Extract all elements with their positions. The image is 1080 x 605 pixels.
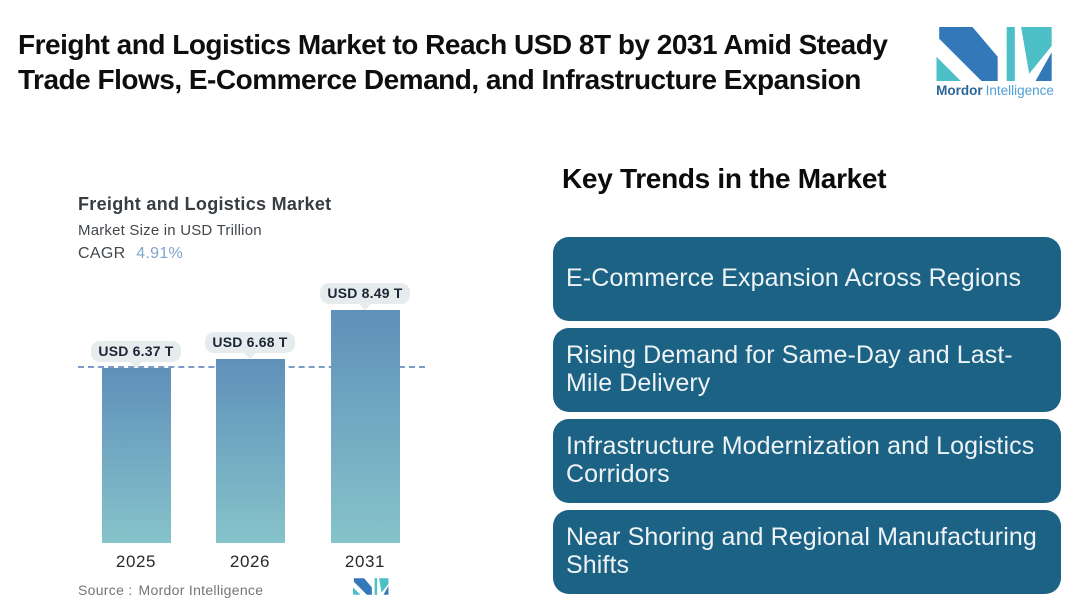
value-label-pointer-icon	[358, 303, 372, 310]
value-label-2026: USD 6.68 T	[205, 332, 295, 353]
bar-column-2025: USD 6.37 T 2025	[76, 278, 196, 578]
cagr-value: 4.91%	[136, 245, 184, 262]
trend-box-ecommerce: E-Commerce Expansion Across Regions	[553, 237, 1061, 321]
chart-subtitle: Market Size in USD Trillion	[78, 222, 262, 239]
trend-box-near-shoring: Near Shoring and Regional Manufacturing …	[553, 510, 1061, 594]
bar-2026	[215, 359, 285, 543]
bar-column-2026: USD 6.68 T 2026	[190, 278, 310, 578]
bar-column-2031: USD 8.49 T 2031	[305, 278, 425, 578]
brand-logo-text: Mordor Intelligence	[920, 83, 1070, 98]
source-line: Source : Mordor Intelligence	[78, 582, 263, 598]
value-label-pointer-icon	[243, 352, 257, 359]
trend-box-infrastructure: Infrastructure Modernization and Logisti…	[553, 419, 1061, 503]
trend-box-same-day-delivery: Rising Demand for Same-Day and Last-Mile…	[553, 328, 1061, 412]
trend-box-label: Rising Demand for Same-Day and Last-Mile…	[566, 340, 1013, 397]
cagr-row: CAGR 4.91%	[78, 245, 331, 263]
x-tick-2025: 2025	[115, 552, 157, 571]
trends-list: E-Commerce Expansion Across Regions Risi…	[553, 237, 1061, 601]
mordor-intelligence-mini-logo-icon	[353, 578, 389, 595]
x-tick-2031: 2031	[344, 552, 386, 571]
value-label-pointer-icon	[129, 361, 143, 368]
bar-2025	[101, 368, 171, 543]
page-title: Freight and Logistics Market to Reach US…	[18, 27, 888, 97]
value-label-2031: USD 8.49 T	[320, 283, 410, 304]
page-title-line-2: Trade Flows, E-Commerce Demand, and Infr…	[18, 64, 861, 95]
brand-name-bold: Mordor	[936, 83, 983, 98]
source-label: Source :	[78, 582, 133, 598]
trend-box-label: Infrastructure Modernization and Logisti…	[566, 431, 1035, 488]
value-label-2025: USD 6.37 T	[91, 341, 181, 362]
brand-logo: Mordor Intelligence	[920, 27, 1070, 98]
trends-heading: Key Trends in the Market	[562, 163, 887, 194]
bar-2031	[330, 310, 400, 543]
chart-header: Freight and Logistics Market Market Size…	[78, 194, 331, 263]
x-tick-2026: 2026	[229, 552, 271, 571]
mordor-intelligence-logo-icon	[936, 27, 1054, 81]
brand-name-light: Intelligence	[985, 83, 1054, 98]
chart-title: Freight and Logistics Market	[78, 194, 332, 214]
page-title-line-1: Freight and Logistics Market to Reach US…	[18, 29, 888, 60]
source-value: Mordor Intelligence	[138, 582, 264, 598]
cagr-label: CAGR	[78, 245, 126, 262]
trend-box-label: E-Commerce Expansion Across Regions	[566, 263, 1022, 292]
trend-box-label: Near Shoring and Regional Manufacturing …	[566, 522, 1037, 579]
